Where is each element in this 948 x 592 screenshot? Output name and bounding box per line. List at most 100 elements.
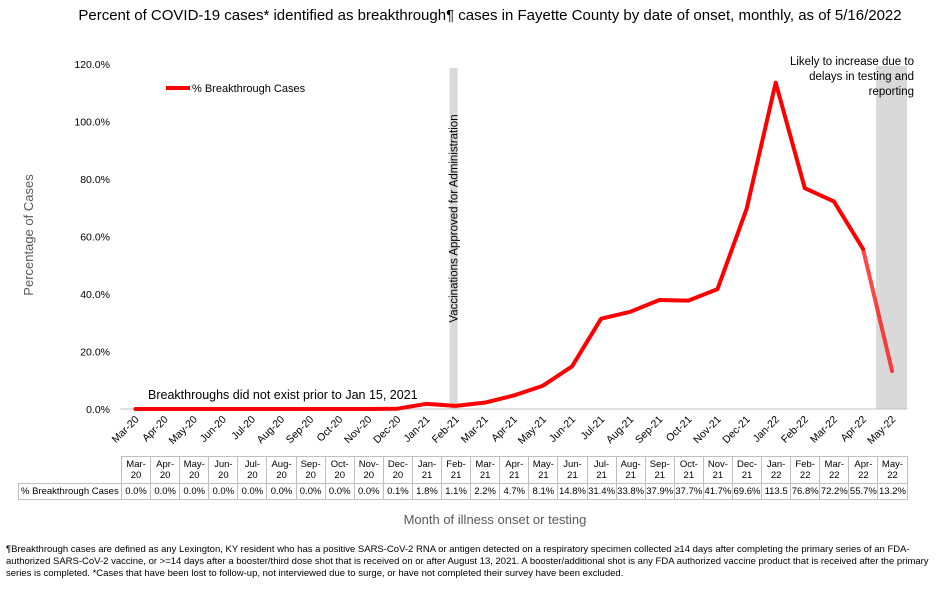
table-header-cell: Jul- 20 <box>237 456 268 484</box>
y-tick-label: 60.0% <box>80 232 110 244</box>
table-header-cell: Apr- 20 <box>150 456 181 484</box>
line-chart: 0.0% 20.0% 40.0% 60.0% 80.0% 100.0% 120.0% Mar… <box>21 56 914 447</box>
x-tick-label: Aug-20 <box>255 414 288 447</box>
footnote: ¶Breakthrough cases are defined as any L… <box>6 544 929 579</box>
table-values-row: % Breakthrough Cases 0.0% 0.0% 0.0% 0.0% 0.0… <box>18 483 908 500</box>
table-value-cell: 1.1% <box>441 483 472 500</box>
table-header-cell: May- 20 <box>179 456 210 484</box>
table-value-cell: 0.0% <box>266 483 297 500</box>
series-line-breakthrough <box>133 80 865 411</box>
table-header-cell: Mar- 21 <box>470 456 501 484</box>
x-tick-label: Apr-21 <box>489 414 520 445</box>
x-tick-label: Dec-20 <box>371 414 404 447</box>
x-tick-label: Mar-21 <box>459 414 491 446</box>
x-tick-label: Jan-22 <box>751 414 782 445</box>
table-value-cell: 2.2% <box>470 483 501 500</box>
table-header-cell: Jun- 21 <box>557 456 588 484</box>
table-header-cell: Jun- 20 <box>208 456 239 484</box>
x-tick-label: Sep-21 <box>633 414 666 447</box>
table-header-cell: Jul- 21 <box>586 456 617 484</box>
x-tick-label: Aug-21 <box>604 414 637 447</box>
vaccination-annotation: Vaccinations Approved for Administration <box>449 114 461 322</box>
table-value-cell: 0.0% <box>324 483 355 500</box>
table-header-cell: Nov- 21 <box>702 456 733 484</box>
table-value-cell: 31.4% <box>586 483 617 500</box>
table-value-cell: 76.8% <box>790 483 821 500</box>
pre-vaccine-note: Breakthroughs did not exist prior to Jan… <box>148 388 418 402</box>
table-header-cell: Apr- 22 <box>848 456 879 484</box>
table-value-cell: 1.8% <box>411 483 443 500</box>
table-value-cell: 0.0% <box>120 483 152 500</box>
reporting-delay-note-line: reporting <box>869 86 914 98</box>
x-tick-label: Mar-22 <box>808 414 840 446</box>
table-value-cell: 13.2% <box>877 483 908 500</box>
table-value-cell: 72.2% <box>819 483 850 500</box>
table-header-cell: Apr- 21 <box>499 456 530 484</box>
table-header-cell: May- 22 <box>877 456 908 484</box>
table-value-cell: 0.0% <box>353 483 384 500</box>
table-header-cell: Feb- 22 <box>790 456 821 484</box>
y-axis-label: Percentage of Cases <box>21 174 36 296</box>
table-value-cell: 0.0% <box>295 483 326 500</box>
x-tick-label: Dec-21 <box>720 414 753 447</box>
table-value-cell: 113.5 <box>761 483 792 500</box>
x-tick-label: Jan-21 <box>401 414 432 445</box>
x-tick-label: Oct-20 <box>315 414 346 445</box>
x-tick-label: Feb-22 <box>779 414 811 446</box>
x-tick-label: May-22 <box>865 414 898 447</box>
table-row-label: % Breakthrough Cases <box>18 483 122 500</box>
x-tick-label: May-21 <box>516 414 549 447</box>
table-header-cell: Feb- 21 <box>441 456 472 484</box>
x-tick-label: Feb-21 <box>430 414 462 446</box>
table-header-cell: Sep- 21 <box>644 456 675 484</box>
table-value-cell: 8.1% <box>528 483 559 500</box>
y-tick-label: 20.0% <box>80 347 110 359</box>
table-value-cell: 69.6% <box>731 483 763 500</box>
table-header-cell: Sep- 20 <box>295 456 326 484</box>
table-header-cell: Nov- 20 <box>353 456 384 484</box>
table-value-cell: 33.8% <box>615 483 646 500</box>
x-tick-label: Apr-22 <box>838 414 869 445</box>
x-tick-label: Nov-21 <box>691 414 724 447</box>
table-value-cell: 37.7% <box>673 483 704 500</box>
table-value-cell: 0.0% <box>150 483 181 500</box>
table-value-cell: 0.0% <box>179 483 210 500</box>
table-header-cell: Jan- 22 <box>761 456 792 484</box>
table-header-cell: Jan- 21 <box>411 456 443 484</box>
data-table: Mar- 20 Apr- 20 May- 20 Jun- 20 Jul- 20 Aug- 20 Sep-… <box>18 456 908 500</box>
reporting-delay-note-line: delays in testing and <box>809 71 914 83</box>
y-tick-label: 120.0% <box>74 59 110 71</box>
reporting-delay-note-line: Likely to increase due to <box>790 56 914 68</box>
table-corner <box>19 457 122 484</box>
table-header-cell: Aug- 21 <box>615 456 646 484</box>
table-value-cell: 55.7% <box>848 483 879 500</box>
table-header-cell: Aug- 20 <box>266 456 297 484</box>
table-value-cell: 37.9% <box>644 483 675 500</box>
y-tick-label: 0.0% <box>86 404 110 416</box>
table-value-cell: 0.0% <box>237 483 268 500</box>
table-header-cell: May- 21 <box>528 456 559 484</box>
x-tick-label: Apr-20 <box>140 414 171 445</box>
table-header-cell: Oct- 20 <box>324 456 355 484</box>
x-tick-label: Sep-20 <box>284 414 317 447</box>
x-tick-label: Jun-20 <box>198 414 229 445</box>
y-tick-label: 80.0% <box>80 174 110 186</box>
x-tick-label: Mar-20 <box>110 414 142 446</box>
reporting-delay-band <box>876 66 908 409</box>
chart-title: Percent of COVID-19 cases* identified as… <box>78 7 902 24</box>
table-header-cell: Dec- 20 <box>382 456 413 484</box>
table-value-cell: 4.7% <box>499 483 530 500</box>
y-tick-label: 40.0% <box>80 289 110 301</box>
x-tick-label: Jun-21 <box>547 414 578 445</box>
series-line-segment-shaded <box>861 246 895 374</box>
legend-label: % Breakthrough Cases <box>192 83 306 95</box>
table-value-cell: 0.1% <box>382 483 413 500</box>
table-header-cell: Oct- 21 <box>673 456 704 484</box>
table-value-cell: 14.8% <box>557 483 588 500</box>
table-value-cell: 41.7% <box>702 483 733 500</box>
table-header-row: Mar- 20 Apr- 20 May- 20 Jun- 20 Jul- 20 Aug- 20 Sep-… <box>19 456 908 484</box>
x-tick-label: Nov-20 <box>342 414 375 447</box>
table-header-cell: Dec- 21 <box>731 456 763 484</box>
x-axis-label: Month of illness onset or testing <box>403 512 587 527</box>
y-tick-label: 100.0% <box>74 117 110 129</box>
